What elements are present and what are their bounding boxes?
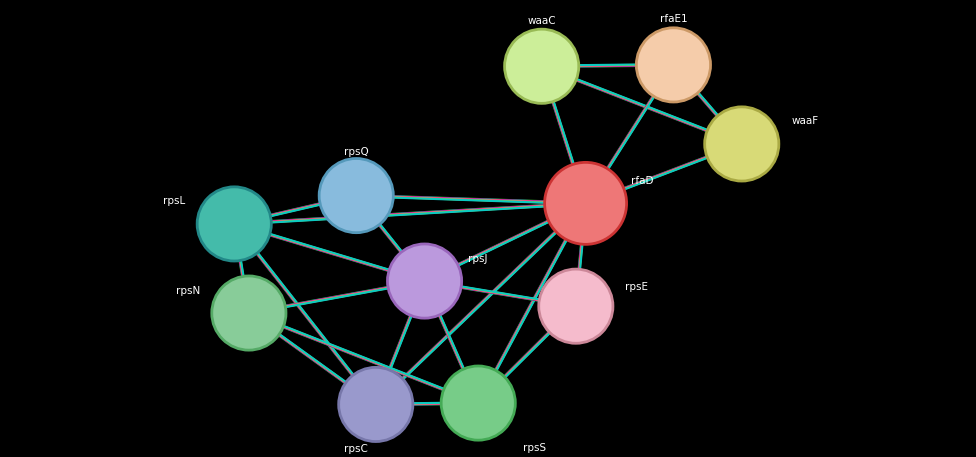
Ellipse shape [387, 244, 462, 318]
Ellipse shape [197, 187, 271, 261]
Text: rpsC: rpsC [345, 444, 368, 454]
Text: waaF: waaF [792, 116, 819, 126]
Text: waaC: waaC [527, 16, 556, 26]
Ellipse shape [441, 366, 515, 440]
Text: rpsE: rpsE [625, 282, 648, 292]
Ellipse shape [319, 159, 393, 233]
Text: rpsS: rpsS [523, 443, 547, 453]
Ellipse shape [339, 367, 413, 441]
Ellipse shape [505, 29, 579, 103]
Text: rpsL: rpsL [163, 196, 184, 206]
Text: rfaD: rfaD [630, 176, 654, 186]
Text: rpsJ: rpsJ [468, 254, 488, 264]
Ellipse shape [212, 276, 286, 350]
Text: rpsN: rpsN [177, 286, 200, 296]
Text: rfaE1: rfaE1 [660, 14, 687, 24]
Ellipse shape [539, 269, 613, 343]
Ellipse shape [545, 162, 627, 244]
Text: rpsQ: rpsQ [344, 147, 369, 157]
Ellipse shape [636, 28, 711, 102]
Ellipse shape [705, 107, 779, 181]
